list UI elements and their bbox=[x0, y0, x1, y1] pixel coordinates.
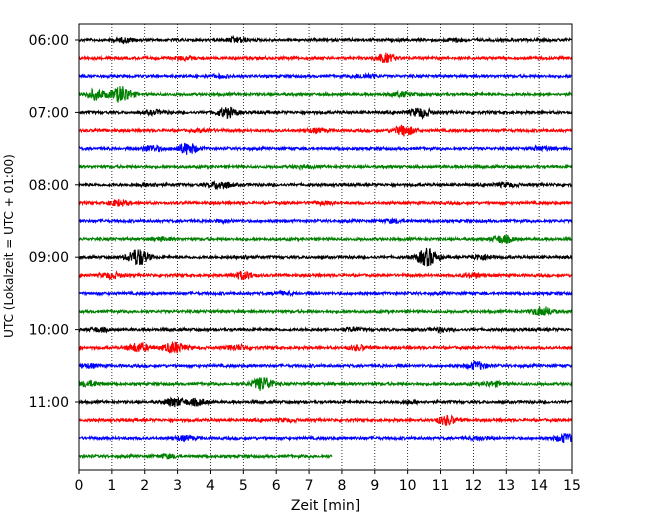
y-axis-title: UTC (Lokalzeit = UTC + 01:00) bbox=[2, 154, 16, 338]
seismic-trace-0930 bbox=[78, 289, 573, 298]
y-tick-label: 10:00 bbox=[29, 323, 69, 339]
x-tick-label: 12 bbox=[464, 478, 482, 494]
x-tick-label: 7 bbox=[305, 478, 314, 494]
x-axis: 0 1 2 3 4 5 6 7 8 9 10 11 12 13 14 15 bbox=[75, 470, 581, 494]
x-tick-label: 10 bbox=[399, 478, 417, 494]
x-tick-label: 2 bbox=[140, 478, 149, 494]
seismic-trace-1115 bbox=[78, 414, 573, 427]
y-tick-label: 11:00 bbox=[29, 395, 69, 411]
x-tick-label: 4 bbox=[206, 478, 215, 494]
seismic-trace-0615 bbox=[78, 52, 573, 64]
seismic-trace-0900 bbox=[78, 247, 573, 267]
seismic-trace-1130 bbox=[78, 432, 573, 443]
seismic-trace-0845 bbox=[78, 234, 573, 245]
seismic-trace-1100 bbox=[78, 396, 573, 408]
seismic-trace-0800 bbox=[78, 180, 573, 191]
x-tick-label: 15 bbox=[563, 478, 581, 494]
plot-frame bbox=[78, 23, 573, 471]
seismic-trace-1045 bbox=[78, 377, 573, 391]
y-tick-label: 07:00 bbox=[29, 105, 69, 121]
seismic-trace-0830 bbox=[78, 217, 573, 226]
trace-lines bbox=[78, 34, 573, 460]
seismic-trace-0915 bbox=[78, 270, 573, 281]
x-tick-label: 6 bbox=[272, 478, 281, 494]
seismic-trace-0745 bbox=[78, 163, 573, 172]
y-tick-label: 09:00 bbox=[29, 250, 69, 266]
seismic-trace-0700 bbox=[78, 106, 573, 120]
y-tick-label: 06:00 bbox=[29, 33, 69, 49]
seismic-trace-0645 bbox=[78, 86, 573, 103]
x-tick-label: 8 bbox=[337, 478, 346, 494]
seismic-trace-1000 bbox=[78, 325, 573, 335]
x-tick-label: 13 bbox=[497, 478, 515, 494]
seismic-trace-1015 bbox=[78, 341, 573, 354]
x-tick-label: 3 bbox=[173, 478, 182, 494]
seismic-trace-1145 bbox=[78, 452, 333, 460]
seismic-trace-0730 bbox=[78, 142, 573, 155]
x-tick-label: 1 bbox=[107, 478, 116, 494]
seismic-trace-0630 bbox=[78, 71, 573, 80]
seismic-trace-0600 bbox=[78, 34, 573, 45]
seismic-trace-1030 bbox=[78, 359, 573, 371]
y-tick-label: 08:00 bbox=[29, 178, 69, 194]
x-tick-label: 5 bbox=[239, 478, 248, 494]
x-tick-label: 0 bbox=[75, 478, 84, 494]
x-tick-label: 11 bbox=[432, 478, 450, 494]
seismic-trace-0945 bbox=[78, 306, 573, 316]
x-tick-label: 14 bbox=[530, 478, 548, 494]
grid-lines bbox=[111, 24, 540, 470]
seismic-trace-0815 bbox=[78, 198, 573, 208]
seismic-trace-0715 bbox=[78, 124, 573, 137]
y-axis: 06:00 07:00 08:00 09:00 10:00 11:00 bbox=[29, 33, 79, 411]
x-axis-title: Zeit [min] bbox=[291, 498, 360, 514]
x-tick-label: 9 bbox=[370, 478, 379, 494]
